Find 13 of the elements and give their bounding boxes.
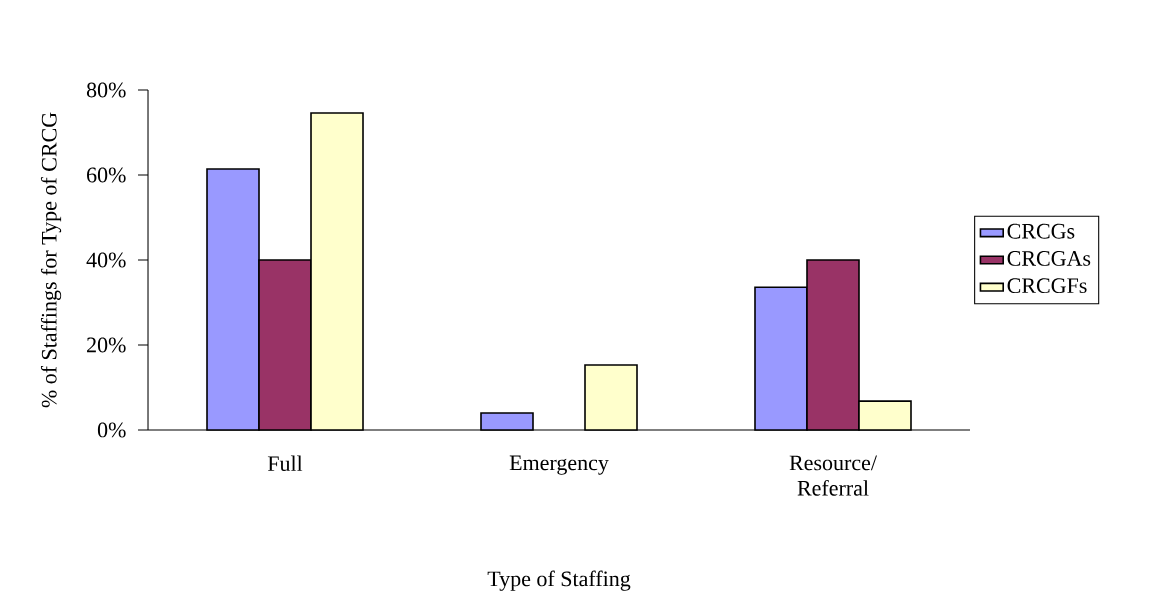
- legend-label: CRCGs: [1007, 223, 1075, 239]
- y-tick-label: 60%: [87, 167, 126, 183]
- y-tick-label: 40%: [86, 252, 126, 268]
- legend-label: CRCGAs: [1007, 251, 1091, 266]
- legend-label: CRCGFs: [1007, 278, 1087, 293]
- x-tick-label: Full: [267, 455, 303, 471]
- x-tick-label: Emergency: [509, 455, 609, 475]
- y-tick-label: 20%: [87, 337, 126, 353]
- x-tick-label: Resource/ Referral: [789, 455, 877, 496]
- y-axis-title: % of Staffings for Type of CRCG: [40, 112, 62, 408]
- x-axis-title: Type of Staffing: [487, 570, 631, 591]
- y-tick-label: 80%: [86, 82, 126, 98]
- y-tick-label: 0%: [97, 422, 126, 438]
